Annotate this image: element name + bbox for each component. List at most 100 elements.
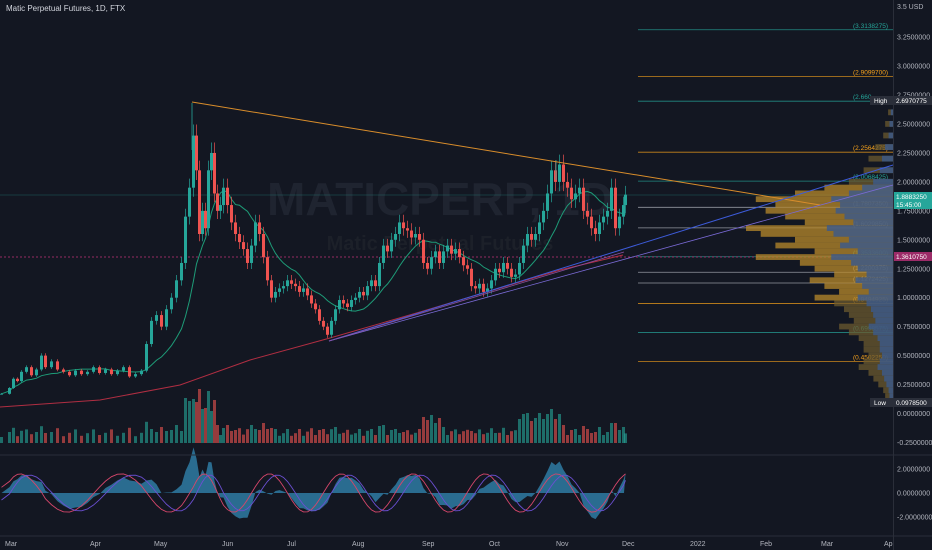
- profile-bar-bull: [848, 190, 893, 197]
- volume-bar: [482, 434, 485, 443]
- volume-bar: [398, 433, 401, 443]
- volume-bar: [92, 429, 95, 443]
- candle-body: [140, 370, 143, 375]
- fib-label: (3.3138275): [853, 23, 888, 30]
- candle-body: [35, 369, 38, 376]
- candle-body: [222, 187, 225, 206]
- profile-bar: [814, 248, 893, 255]
- volume-bar: [314, 435, 317, 443]
- time-tick-label: Aug: [352, 541, 365, 548]
- volume-bar: [342, 432, 345, 443]
- volume-bar: [230, 431, 233, 443]
- candle-body: [410, 230, 413, 238]
- volume-bar: [201, 409, 204, 443]
- oscillator-pane: [0, 447, 932, 520]
- candle-body: [494, 268, 497, 281]
- volume-bar: [574, 429, 577, 443]
- volume-bar: [458, 434, 461, 443]
- trend-lines[interactable]: [191, 101, 894, 342]
- volume-bar: [278, 435, 281, 443]
- candle-body: [262, 234, 265, 258]
- volume-bar: [522, 414, 525, 443]
- profile-bar-bull: [873, 178, 893, 185]
- price-tag-box: [894, 200, 932, 209]
- price-tag-value: 2.6970775: [896, 98, 927, 105]
- price-tag-label: Low: [874, 400, 886, 407]
- volume-bar: [350, 434, 353, 443]
- candle-body: [180, 262, 183, 281]
- profile-bar-bull: [879, 346, 893, 353]
- volume-bar: [294, 433, 297, 443]
- volume-bar: [498, 432, 501, 443]
- volume-bar: [534, 418, 537, 443]
- volume-bar: [80, 435, 83, 443]
- volume-bar: [122, 432, 125, 443]
- candle-body: [278, 288, 281, 292]
- volume-bar: [188, 401, 191, 443]
- candle-body: [298, 286, 301, 292]
- time-axis[interactable]: Mar Apr May Jun Jul Aug Sep Oct Nov Dec 2022 Feb Mar…: [0, 535, 932, 548]
- symbol-name: Matic Perpetual Futures: [6, 4, 91, 13]
- candle-body: [586, 210, 589, 217]
- volume-bar: [160, 427, 163, 443]
- candle-body: [374, 280, 377, 287]
- profile-bar: [795, 190, 893, 197]
- time-tick-label: Jun: [222, 541, 233, 548]
- profile-bar: [804, 219, 893, 226]
- price-candles[interactable]: [0, 103, 627, 395]
- candle-body: [184, 216, 187, 263]
- volume-bar: [207, 391, 210, 443]
- candle-body: [514, 274, 517, 277]
- volume-bar: [450, 431, 453, 443]
- volume-bar: [562, 425, 565, 443]
- candle-body: [486, 288, 489, 292]
- candle-body: [510, 268, 513, 277]
- volume-bar: [140, 432, 143, 443]
- price-tick-label: 0.0000000: [897, 411, 930, 418]
- profile-bar-bull: [870, 306, 893, 313]
- price-tag-box: [894, 252, 932, 261]
- price-tag-box: [894, 96, 932, 105]
- volume-bar: [98, 435, 101, 443]
- volume-bar: [514, 430, 517, 443]
- price-tag-value: 1.8883250: [896, 194, 927, 201]
- volume-bar: [566, 435, 569, 443]
- time-tick-label: Apr: [90, 541, 102, 548]
- indicator-tick-label: -2.0000000: [897, 515, 932, 522]
- profile-bar: [785, 213, 893, 220]
- candle-body: [74, 370, 77, 376]
- candle-body: [490, 280, 493, 289]
- candle-body: [12, 378, 15, 389]
- candle-body: [358, 291, 361, 298]
- volume-bar: [518, 419, 521, 443]
- candle-body: [56, 361, 59, 370]
- profile-bar: [765, 207, 893, 214]
- candle-body: [150, 320, 153, 345]
- profile-bar-bull: [875, 317, 893, 324]
- profile-bar-bull: [881, 369, 893, 376]
- candle-body: [270, 280, 273, 298]
- candle-body: [338, 300, 341, 310]
- profile-bar: [799, 259, 893, 266]
- volume-bar: [442, 427, 445, 443]
- volume-bar: [302, 435, 305, 443]
- volume-bar: [104, 432, 107, 443]
- candle-body: [594, 228, 597, 235]
- profile-bar-bull: [868, 288, 893, 295]
- volume-bar: [20, 430, 23, 443]
- profile-bar: [824, 283, 893, 289]
- volume-bar: [334, 427, 337, 443]
- price-tick-label: 2.2500000: [897, 150, 930, 157]
- candle-body: [62, 369, 65, 372]
- volume-bar: [466, 429, 469, 443]
- price-axis[interactable]: 3.5 USD3.25000003.00000002.75000002.5000…: [893, 0, 932, 550]
- support-trendline: [328, 164, 894, 342]
- candle-body: [562, 164, 565, 182]
- candle-body: [314, 303, 317, 310]
- candle-body: [128, 367, 131, 377]
- profile-bar-bull: [868, 323, 893, 330]
- candle-body: [624, 194, 627, 206]
- candle-body: [254, 222, 257, 246]
- candle-body: [204, 210, 207, 229]
